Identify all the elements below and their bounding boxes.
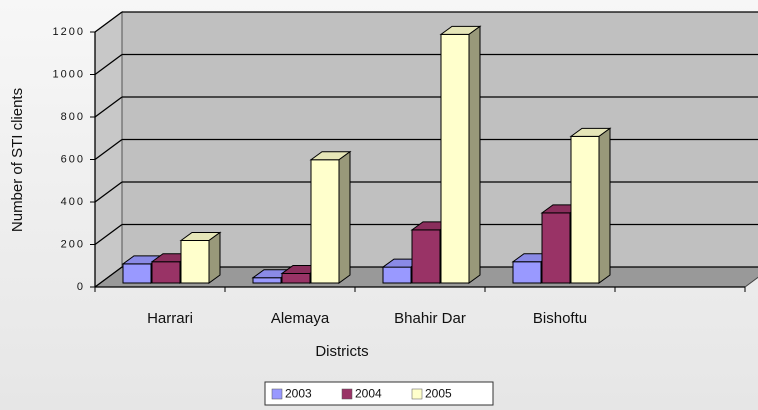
plot-area: 0 200 400 600 800 1000 1200 Harrari Alemaya Bhahi…: [53, 11, 758, 327]
y-axis-title: Number of STI clients: [9, 88, 26, 232]
bar-side: [338, 150, 351, 284]
bar-front: [570, 135, 600, 284]
bar-front: [281, 272, 311, 284]
y-tick-label: 1000: [53, 68, 85, 80]
bar-front: [411, 229, 441, 284]
bar-front: [252, 277, 282, 284]
bar-front: [180, 240, 210, 284]
grid-line-side: [94, 138, 123, 161]
bar-front: [512, 261, 542, 284]
y-tick-label: 1200: [53, 26, 85, 38]
x-tick-label: Harrari: [147, 310, 193, 327]
bar-front: [382, 266, 412, 284]
bar: [439, 25, 482, 284]
x-tick-label: Bishoftu: [533, 310, 587, 327]
x-tick-label: Alemaya: [271, 310, 330, 327]
bar-side: [208, 231, 221, 284]
grid-line-side: [94, 181, 123, 203]
bar-front: [151, 261, 181, 284]
bar: [309, 150, 352, 284]
legend-label: 2004: [355, 387, 382, 401]
legend-swatch: [341, 388, 353, 400]
bar-front: [541, 212, 571, 284]
y-tick-label: 600: [61, 153, 85, 165]
grid-line-side: [94, 53, 123, 76]
y-tick-label: 0: [77, 281, 85, 293]
legend: 2003 2004 2005: [271, 387, 452, 401]
bar-side: [598, 127, 611, 284]
y-tick-label: 200: [61, 238, 85, 250]
x-axis-title: Districts: [315, 343, 368, 360]
grid-line-side: [94, 11, 123, 33]
legend-label: 2003: [285, 387, 312, 401]
legend-swatch: [271, 388, 283, 400]
bar: [569, 127, 612, 284]
y-tick-label: 400: [61, 196, 85, 208]
y-tick-label: 800: [61, 111, 85, 123]
grid-line-side: [94, 96, 123, 118]
bar-side: [468, 25, 481, 284]
bar: [179, 231, 222, 284]
grid-line-side: [94, 223, 123, 246]
bar-front: [310, 159, 340, 284]
grid-line-side: [94, 266, 123, 288]
x-tick-label: Bhahir Dar: [394, 310, 466, 327]
legend-label: 2005: [425, 387, 452, 401]
legend-box: [264, 381, 494, 406]
legend-swatch: [411, 388, 423, 400]
bar-front: [122, 263, 152, 284]
bar-front: [440, 33, 470, 284]
